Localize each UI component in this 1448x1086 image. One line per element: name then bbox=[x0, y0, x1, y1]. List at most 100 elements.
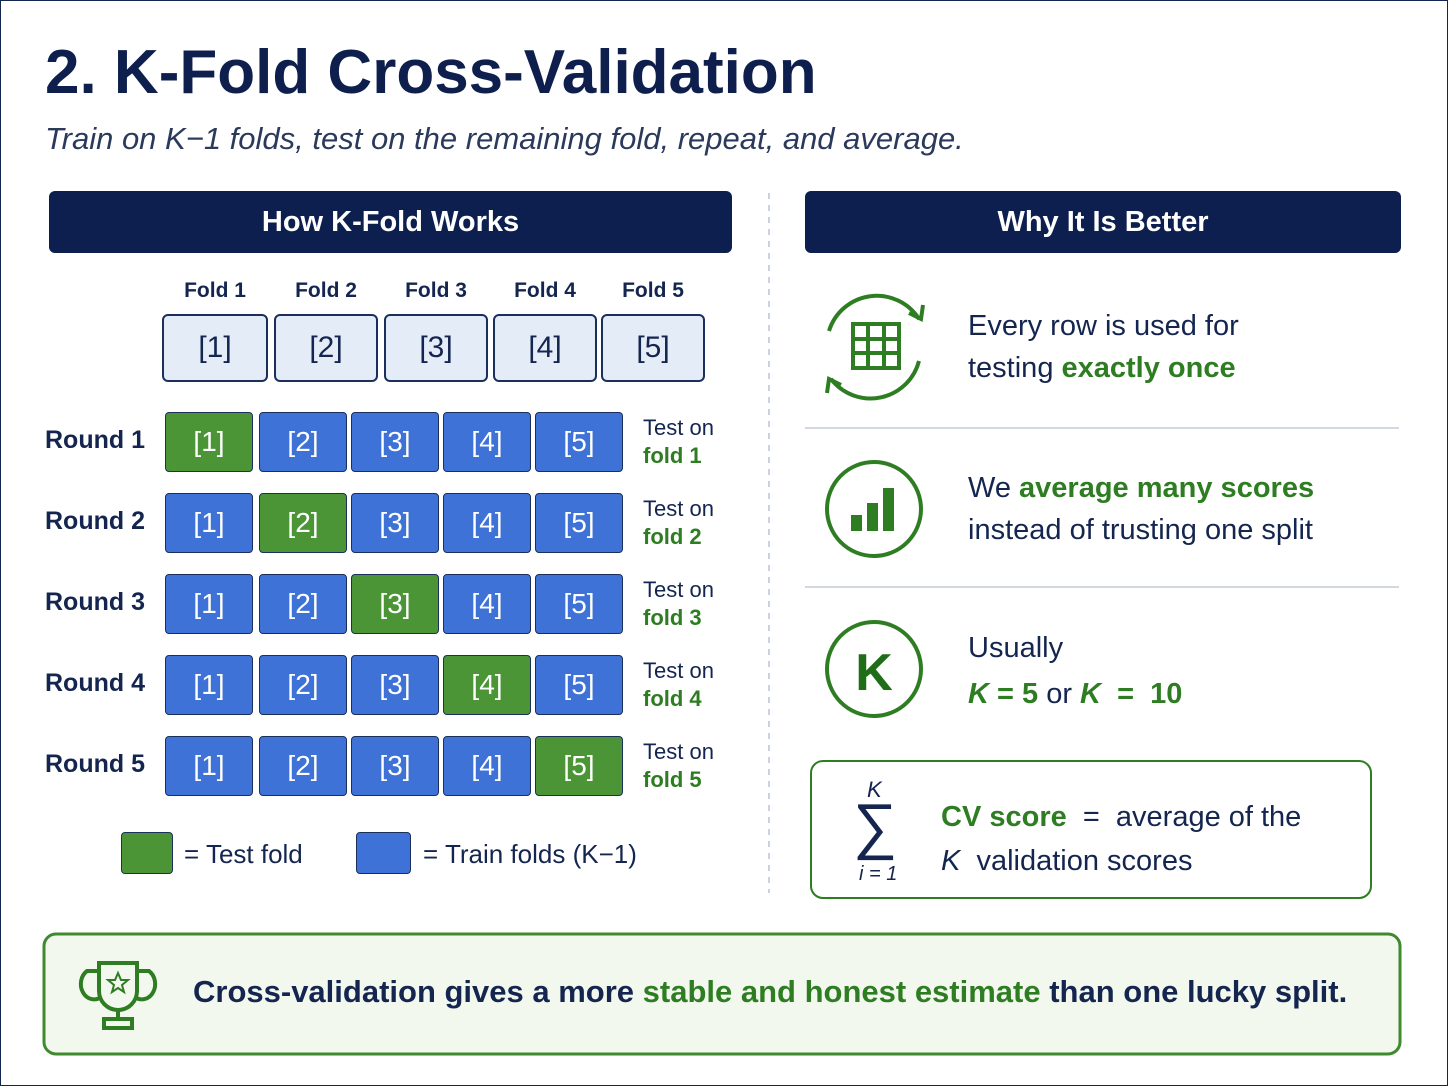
legend-swatch bbox=[356, 832, 411, 874]
text-span: Every row is used for bbox=[968, 310, 1239, 342]
text-span: average many scores bbox=[1019, 472, 1315, 504]
item-text: Every row is used for testing exactly onc… bbox=[968, 305, 1239, 389]
text-span: than one lucky split. bbox=[1040, 974, 1348, 1009]
note-line: Test on bbox=[643, 415, 714, 440]
fold-cell: [1] bbox=[165, 412, 253, 472]
fold-cell: [4] bbox=[443, 736, 531, 796]
fold-label: Fold 5 bbox=[622, 279, 684, 302]
text-line: CV score = average of the bbox=[941, 795, 1301, 839]
fold-cell: [1] bbox=[165, 655, 253, 715]
text-line: K validation scores bbox=[941, 839, 1301, 883]
note-line: Test on bbox=[643, 739, 714, 764]
sigma-upper: K bbox=[867, 777, 882, 802]
text-line: testing exactly once bbox=[968, 347, 1239, 389]
fold-cell: [1] bbox=[165, 736, 253, 796]
round-note: Test on fold 1 bbox=[643, 414, 714, 470]
text-span: instead of trusting one split bbox=[968, 514, 1313, 546]
round-note: Test on fold 3 bbox=[643, 576, 714, 632]
note-line: fold 3 bbox=[643, 605, 702, 630]
note-line: fold 1 bbox=[643, 443, 702, 468]
text-span: = average of the bbox=[1066, 801, 1302, 833]
text-span: Cross-validation gives a more bbox=[193, 974, 643, 1009]
text-line: We average many scores bbox=[968, 467, 1314, 509]
note-line: fold 5 bbox=[643, 767, 702, 792]
round-label: Round 5 bbox=[45, 750, 145, 778]
fold-cell: [1] bbox=[165, 574, 253, 634]
footer-text: Cross-validation gives a more stable and… bbox=[193, 971, 1347, 1013]
fold-chip: [4] bbox=[493, 314, 597, 382]
note-line: Test on bbox=[643, 658, 714, 683]
round-label: Round 2 bbox=[45, 507, 145, 535]
text-span: validation scores bbox=[960, 845, 1193, 877]
fold-chip: [1] bbox=[162, 314, 268, 382]
text-span: testing bbox=[968, 352, 1062, 384]
round-label: Round 1 bbox=[45, 426, 145, 454]
round-note: Test on fold 5 bbox=[643, 738, 714, 794]
round-label: Round 3 bbox=[45, 588, 145, 616]
text-line: K = 5 or K = 10 bbox=[968, 671, 1182, 717]
fold-cell: [5] bbox=[535, 493, 623, 553]
sigma-lower: i = 1 bbox=[859, 863, 898, 885]
item-text: We average many scores instead of trustin… bbox=[968, 467, 1314, 551]
item-text: Usually K = 5 or K = 10 bbox=[968, 625, 1182, 717]
round-note: Test on fold 4 bbox=[643, 657, 714, 713]
text-span: = 5 bbox=[988, 678, 1047, 710]
title: 2. K-Fold Cross-Validation bbox=[45, 38, 817, 107]
k-badge: K bbox=[855, 644, 893, 702]
fold-cell: [3] bbox=[351, 493, 439, 553]
fold-cell: [5] bbox=[535, 412, 623, 472]
note-line: fold 2 bbox=[643, 524, 702, 549]
subtitle: Train on K−1 folds, test on the remainin… bbox=[45, 121, 964, 156]
fold-cell: [3] bbox=[351, 412, 439, 472]
text-span: K bbox=[1072, 678, 1101, 710]
text-span: exactly once bbox=[1061, 352, 1236, 384]
legend-swatch bbox=[121, 832, 173, 874]
text-span: or bbox=[1046, 678, 1072, 710]
fold-cell: [4] bbox=[443, 493, 531, 553]
fold-cell: [2] bbox=[259, 412, 347, 472]
text-span: stable and honest estimate bbox=[642, 974, 1041, 1009]
note-line: Test on bbox=[643, 496, 714, 521]
round-label: Round 4 bbox=[45, 669, 145, 697]
text-span: K bbox=[941, 845, 961, 877]
fold-cell: [2] bbox=[259, 655, 347, 715]
right-heading: Why It Is Better bbox=[805, 191, 1401, 253]
fold-cell: [1] bbox=[165, 493, 253, 553]
fold-cell: [5] bbox=[535, 655, 623, 715]
fold-chip: [5] bbox=[601, 314, 705, 382]
fold-cell: [3] bbox=[351, 574, 439, 634]
fold-cell: [2] bbox=[259, 736, 347, 796]
fold-cell: [3] bbox=[351, 655, 439, 715]
fold-label: Fold 1 bbox=[184, 279, 246, 302]
legend-text: = Test fold bbox=[184, 839, 303, 869]
text-span: = 10 bbox=[1101, 678, 1183, 710]
fold-cell: [3] bbox=[351, 736, 439, 796]
fold-cell: [5] bbox=[535, 736, 623, 796]
text-span: Usually bbox=[968, 632, 1064, 664]
sigma: ∑ bbox=[853, 792, 898, 861]
fold-cell: [4] bbox=[443, 655, 531, 715]
fold-cell: [5] bbox=[535, 574, 623, 634]
note-line: Test on bbox=[643, 577, 714, 602]
legend-text: = Train folds (K−1) bbox=[423, 839, 637, 869]
text-span: K bbox=[968, 678, 989, 710]
fold-chip: [3] bbox=[384, 314, 488, 382]
text-line: instead of trusting one split bbox=[968, 509, 1314, 551]
fold-chip: [2] bbox=[274, 314, 378, 382]
fold-cell: [2] bbox=[259, 574, 347, 634]
text-span: CV score bbox=[941, 801, 1067, 833]
note-line: fold 4 bbox=[643, 686, 702, 711]
left-heading: How K-Fold Works bbox=[49, 191, 732, 253]
summary-text: CV score = average of the K validation sc… bbox=[941, 795, 1301, 883]
fold-cell: [2] bbox=[259, 493, 347, 553]
fold-label: Fold 3 bbox=[405, 279, 467, 302]
fold-label: Fold 2 bbox=[295, 279, 357, 302]
fold-cell: [4] bbox=[443, 574, 531, 634]
text-span: We bbox=[968, 472, 1020, 504]
text-line: Usually bbox=[968, 625, 1182, 671]
text-line: Every row is used for bbox=[968, 305, 1239, 347]
round-note: Test on fold 2 bbox=[643, 495, 714, 551]
fold-label: Fold 4 bbox=[514, 279, 576, 302]
